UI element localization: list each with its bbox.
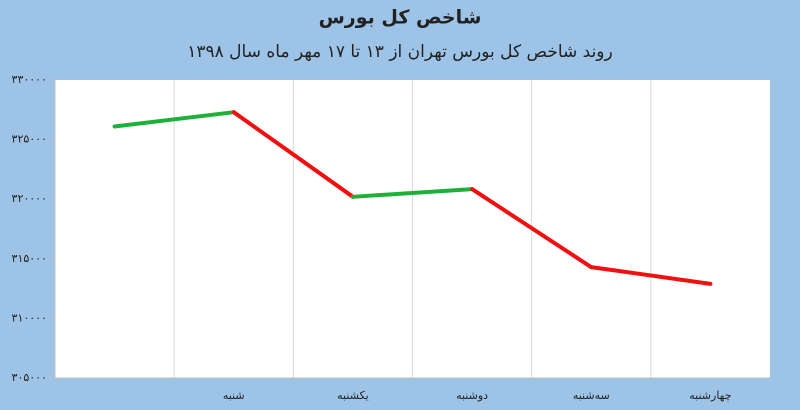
line-segment [231, 110, 355, 199]
y-tick-label: ۳۲۰۰۰۰ [12, 192, 47, 205]
x-tick-label: یکشنبه [337, 389, 369, 402]
x-tick-label: چهارشنبه [689, 389, 731, 402]
y-tick-label: ۳۰۵۰۰۰ [12, 371, 47, 384]
line-segment [350, 187, 475, 199]
x-tick-label: شنبه [223, 389, 245, 402]
chart-subtitle: روند شاخص کل بورس تهران از ۱۳ تا ۱۷ مهر … [187, 42, 612, 62]
x-tick-label: دوشنبه [456, 389, 488, 402]
line-segment [470, 187, 594, 270]
y-tick-label: ۳۱۰۰۰۰ [12, 311, 47, 324]
chart-title: شاخص کل بورس [319, 7, 482, 29]
x-tick-label: سه‌شنبه [573, 389, 610, 402]
y-tick-label: ۳۱۵۰۰۰ [12, 252, 47, 265]
y-tick-label: ۳۳۰۰۰۰ [12, 73, 47, 86]
line-segment [112, 110, 236, 129]
y-tick-label: ۳۲۵۰۰۰ [12, 133, 47, 146]
line-segment [589, 265, 713, 286]
